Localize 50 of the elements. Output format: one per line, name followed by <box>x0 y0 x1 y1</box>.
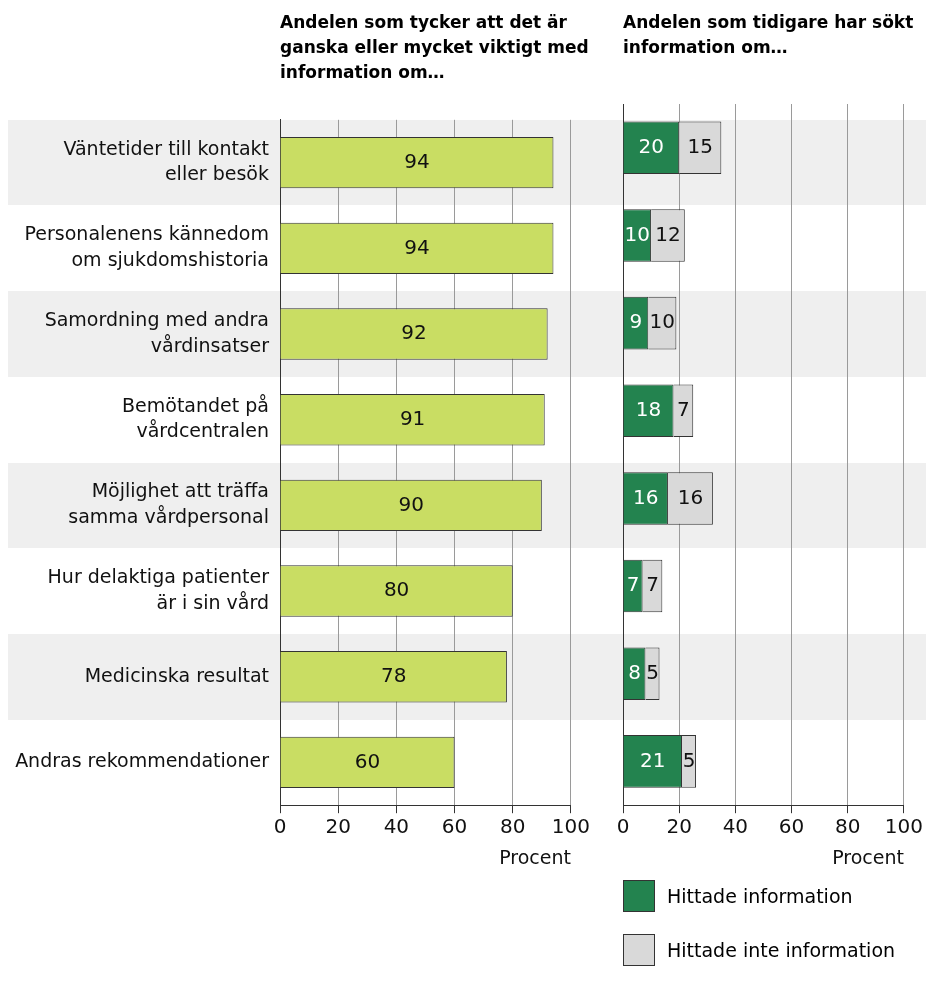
legend-label: Hittade information <box>667 885 853 907</box>
y-tick-label: Väntetider till kontakt eller besök <box>63 136 269 185</box>
data-label: 12 <box>655 221 681 246</box>
data-label: 94 <box>404 148 430 173</box>
data-label: 16 <box>677 484 704 509</box>
x-tick-label: 20 <box>666 814 692 839</box>
x-tick-label: 40 <box>383 814 410 839</box>
y-tick-label: Samordning med andra vårdinsatser <box>44 308 270 356</box>
y-tick-label: Hur delaktiga patienter är i sin vård <box>47 565 270 613</box>
data-label: 5 <box>682 747 696 772</box>
x-tick-label: 0 <box>616 814 630 839</box>
y-tick-label: Personalenens kännedom om sjukdomshistoria <box>24 222 269 271</box>
data-label: 15 <box>687 134 713 159</box>
data-label: 10 <box>624 221 651 246</box>
data-label: 10 <box>649 309 676 334</box>
data-label: 20 <box>638 134 665 159</box>
data-label: 7 <box>646 572 659 597</box>
data-label: 91 <box>399 405 426 430</box>
x-tick-label: 0 <box>273 814 287 839</box>
data-label: 80 <box>383 577 410 602</box>
x-tick-label: 80 <box>835 814 861 839</box>
data-label: 94 <box>404 234 430 259</box>
data-label: 7 <box>677 396 690 421</box>
x-axis-title: Procent <box>499 845 571 868</box>
data-label: 21 <box>640 747 666 772</box>
x-tick-label: 100 <box>884 814 924 839</box>
y-tick-label: Möjlighet att träffa samma vårdpersonal <box>68 479 269 528</box>
x-tick-label: 60 <box>441 814 468 839</box>
data-label: 92 <box>401 320 427 345</box>
y-tick-label: Andras rekommendationer <box>15 749 270 772</box>
data-label: 90 <box>398 491 424 516</box>
data-label: 7 <box>626 572 640 597</box>
x-tick-label: 100 <box>551 814 591 839</box>
data-label: 60 <box>354 748 381 773</box>
x-tick-label: 60 <box>778 814 805 839</box>
x-tick-label: 20 <box>325 814 351 839</box>
legend-label: Hittade inte information <box>667 939 896 961</box>
x-axis-title: Procent <box>832 845 904 868</box>
chart-title: Andelen som tidigare har sökt information om… <box>623 11 915 59</box>
data-label: 9 <box>629 309 643 334</box>
data-label: 8 <box>628 659 641 684</box>
data-label: 16 <box>633 484 659 509</box>
x-tick-label: 80 <box>500 814 526 839</box>
data-label: 18 <box>635 396 662 421</box>
chart-title: Andelen som tycker att det är ganska eller mycket viktigt med information om… <box>280 11 590 84</box>
data-label: 78 <box>380 662 407 687</box>
x-tick-label: 40 <box>722 814 749 839</box>
data-label: 5 <box>646 659 659 684</box>
y-tick-label: Medicinska resultat <box>84 663 269 686</box>
y-tick-label: Bemötandet på vårdcentralen <box>122 393 269 442</box>
